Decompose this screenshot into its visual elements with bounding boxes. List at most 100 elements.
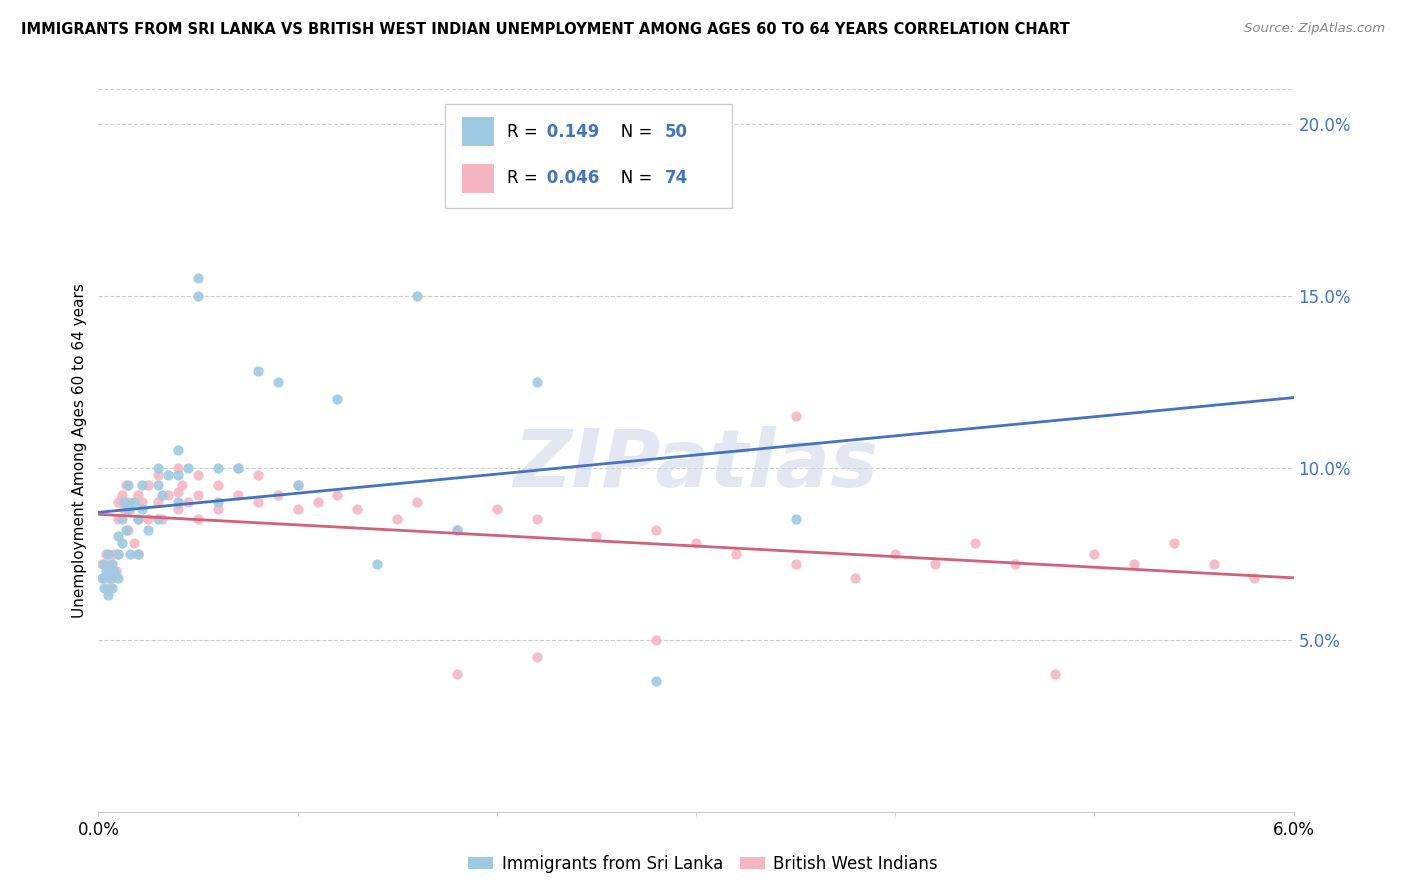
Point <box>884 547 907 561</box>
Point <box>115 523 138 537</box>
Point <box>446 523 468 537</box>
Point <box>226 460 249 475</box>
Point <box>924 557 946 571</box>
Point <box>685 536 707 550</box>
Point <box>785 557 807 571</box>
Point <box>207 502 229 516</box>
Text: R =: R = <box>508 169 543 187</box>
Point <box>1243 571 1265 585</box>
Point <box>97 547 120 561</box>
Text: R =: R = <box>508 123 543 141</box>
Point <box>326 488 349 502</box>
Point <box>148 460 170 475</box>
Point <box>167 460 190 475</box>
Point <box>446 667 468 681</box>
Point <box>91 571 114 585</box>
Point <box>207 478 229 492</box>
Point <box>207 460 229 475</box>
Point <box>785 512 807 526</box>
Point <box>112 502 135 516</box>
Point <box>207 495 229 509</box>
Text: IMMIGRANTS FROM SRI LANKA VS BRITISH WEST INDIAN UNEMPLOYMENT AMONG AGES 60 TO 6: IMMIGRANTS FROM SRI LANKA VS BRITISH WES… <box>21 22 1070 37</box>
Point <box>785 409 807 423</box>
Point <box>136 478 159 492</box>
Point <box>485 502 508 516</box>
Point <box>93 557 115 571</box>
Point <box>1123 557 1146 571</box>
Point <box>148 467 170 482</box>
Point <box>111 512 134 526</box>
Point <box>406 495 429 509</box>
Point <box>246 364 269 378</box>
Point <box>585 529 607 543</box>
Point <box>148 512 170 526</box>
Point <box>167 502 190 516</box>
Text: N =: N = <box>605 123 658 141</box>
Point <box>287 478 309 492</box>
Point <box>107 547 129 561</box>
Point <box>246 467 269 482</box>
Point <box>98 571 122 585</box>
Point <box>267 375 290 389</box>
Point <box>167 495 190 509</box>
Point <box>101 557 124 571</box>
Point <box>103 564 125 578</box>
Point <box>120 502 142 516</box>
Point <box>366 557 388 571</box>
Text: 74: 74 <box>665 169 688 187</box>
Text: 0.046: 0.046 <box>541 169 599 187</box>
Point <box>1163 536 1185 550</box>
Point <box>645 673 668 688</box>
Point <box>167 443 190 458</box>
Point <box>1202 557 1225 571</box>
Point <box>526 649 548 664</box>
Point <box>97 581 120 595</box>
Point <box>117 478 139 492</box>
Point <box>115 478 138 492</box>
Point <box>131 502 153 516</box>
Point <box>107 547 129 561</box>
Point <box>101 571 124 585</box>
Text: 0.149: 0.149 <box>541 123 599 141</box>
Text: ZIPatlas: ZIPatlas <box>513 425 879 504</box>
FancyBboxPatch shape <box>461 118 494 146</box>
Point <box>136 523 159 537</box>
Point <box>124 536 146 550</box>
Point <box>150 512 173 526</box>
Point <box>167 467 190 482</box>
Point <box>103 547 125 561</box>
Point <box>127 547 149 561</box>
Point <box>226 460 249 475</box>
Point <box>148 478 170 492</box>
Legend: Immigrants from Sri Lanka, British West Indians: Immigrants from Sri Lanka, British West … <box>461 848 945 880</box>
Point <box>157 488 180 502</box>
Point <box>117 523 139 537</box>
Point <box>98 557 122 571</box>
Point <box>446 523 468 537</box>
Point <box>124 495 146 509</box>
Point <box>346 502 368 516</box>
Text: Source: ZipAtlas.com: Source: ZipAtlas.com <box>1244 22 1385 36</box>
Point <box>111 488 134 502</box>
Point <box>187 488 209 502</box>
Point <box>127 488 149 502</box>
Point <box>177 460 200 475</box>
Y-axis label: Unemployment Among Ages 60 to 64 years: Unemployment Among Ages 60 to 64 years <box>72 283 87 618</box>
Point <box>127 512 149 526</box>
FancyBboxPatch shape <box>446 103 733 209</box>
Point <box>526 375 548 389</box>
Text: N =: N = <box>605 169 658 187</box>
Point <box>96 547 118 561</box>
Point <box>97 588 120 602</box>
Point <box>107 571 129 585</box>
Point <box>157 467 180 482</box>
Point <box>844 571 866 585</box>
Point <box>107 529 129 543</box>
Point <box>406 288 429 302</box>
Point <box>187 271 209 285</box>
Point <box>246 495 269 509</box>
Point <box>105 564 128 578</box>
Point <box>117 502 139 516</box>
Point <box>167 484 190 499</box>
Point <box>267 488 290 502</box>
